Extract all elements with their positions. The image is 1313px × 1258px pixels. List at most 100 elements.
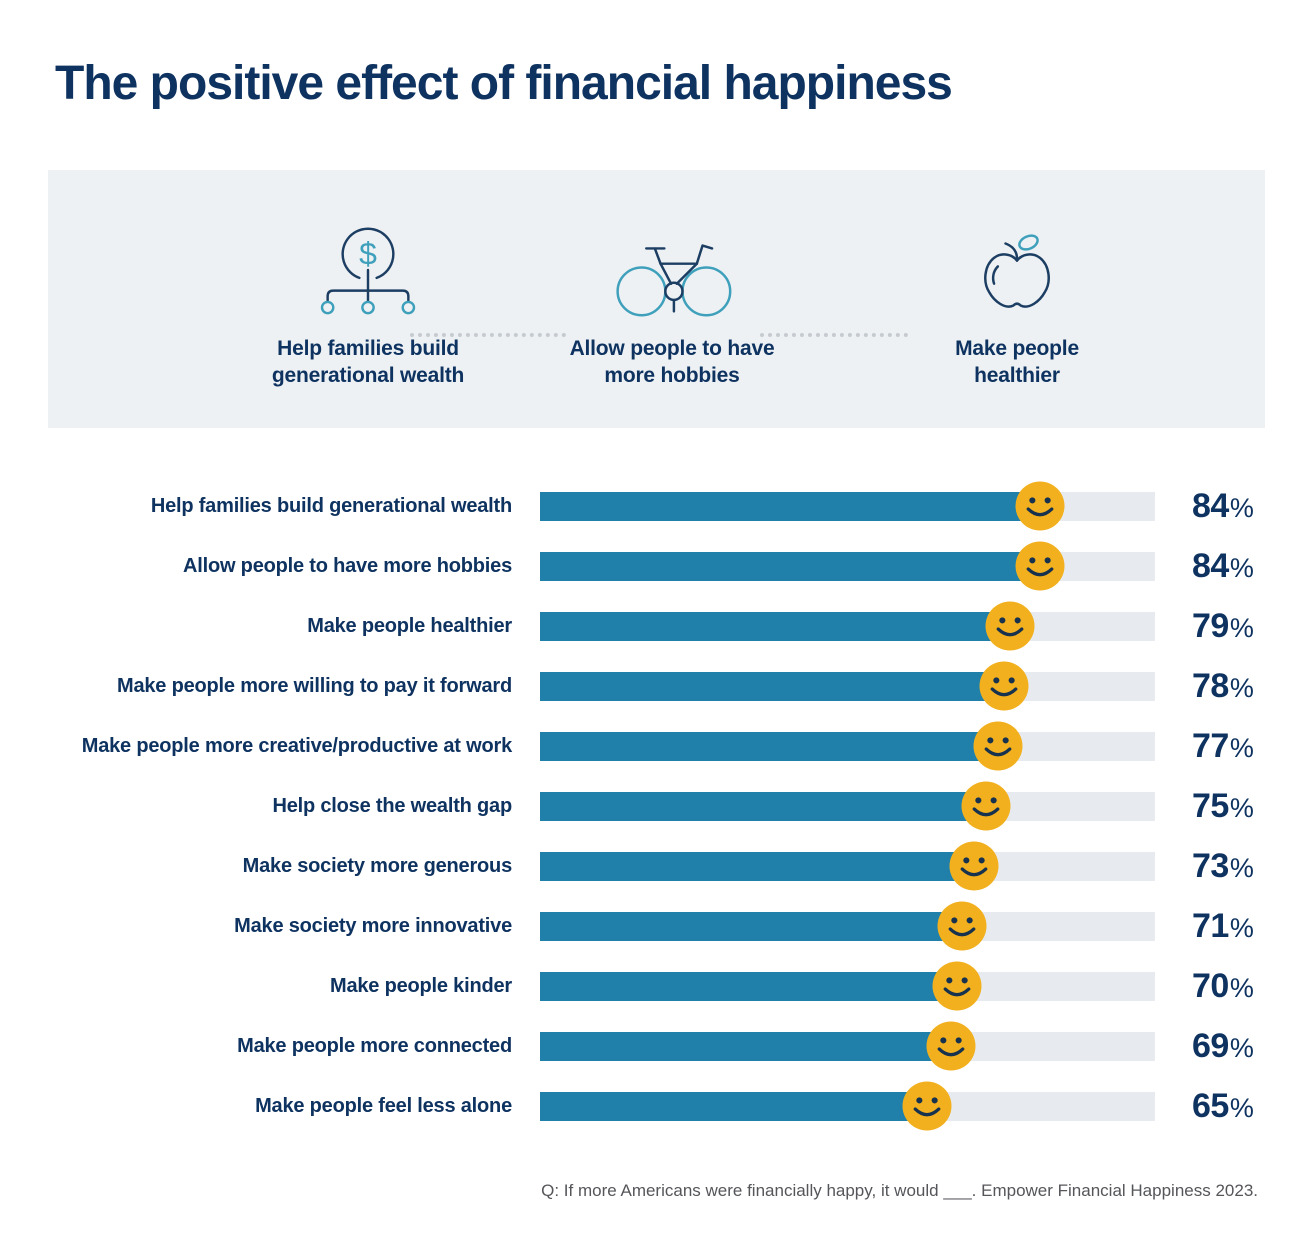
smiley-face-icon <box>902 1081 952 1131</box>
bar-fill <box>540 1031 951 1061</box>
percent-number: 78 <box>1192 666 1229 705</box>
bar-value: 75% <box>1192 787 1254 826</box>
page-title: The positive effect of financial happine… <box>55 57 953 110</box>
chart-row: Make people more creative/productive at … <box>0 716 1313 776</box>
smiley-face-icon <box>1015 541 1065 591</box>
bar-label: Help close the wealth gap <box>272 794 512 817</box>
bar-label: Make people kinder <box>329 974 512 997</box>
smiley-face-icon <box>926 1021 976 1071</box>
bar-label: Make people healthier <box>307 614 512 637</box>
percent-number: 77 <box>1192 726 1229 765</box>
smiley-face-icon <box>961 781 1011 831</box>
banner-label: Allow people to have more hobbies <box>569 337 775 387</box>
dotted-separator <box>410 333 566 337</box>
percent-number: 73 <box>1192 846 1229 885</box>
bar-label: Make society more innovative <box>234 914 512 937</box>
bar-fill <box>540 1091 927 1121</box>
bar-label: Make people more connected <box>237 1034 512 1057</box>
percent-number: 75 <box>1192 786 1229 825</box>
bar-track <box>540 1021 1155 1071</box>
chart-row: Make people more willing to pay it forwa… <box>0 656 1313 716</box>
percent-sign: % <box>1229 852 1254 883</box>
smiley-face-icon <box>973 721 1023 771</box>
chart-row: Make society more innovative 71% <box>0 896 1313 956</box>
bar-value: 79% <box>1192 607 1254 646</box>
bar-value: 73% <box>1192 847 1254 886</box>
bar-label: Make people feel less alone <box>255 1094 512 1117</box>
apple-icon <box>973 170 1061 322</box>
banner-item-healthier: Make people healthier <box>867 170 1167 428</box>
percent-sign: % <box>1229 792 1254 823</box>
percent-sign: % <box>1229 1032 1254 1063</box>
chart-row: Allow people to have more hobbies 84% <box>0 536 1313 596</box>
smiley-face-icon <box>937 901 987 951</box>
bar-value: 65% <box>1192 1087 1254 1126</box>
bar-track <box>540 1081 1155 1131</box>
bar-value: 71% <box>1192 907 1254 946</box>
smiley-face-icon <box>932 961 981 1011</box>
smiley-face-icon <box>1015 481 1065 531</box>
bar-fill <box>540 491 1040 521</box>
bar-label: Allow people to have more hobbies <box>182 554 512 577</box>
smiley-face-icon <box>949 841 999 891</box>
bar-label: Make society more generous <box>242 854 513 877</box>
bar-fill <box>540 731 999 761</box>
percent-sign: % <box>1229 552 1254 583</box>
percent-sign: % <box>1229 732 1254 763</box>
bar-value: 69% <box>1192 1027 1254 1066</box>
bar-track <box>540 901 1155 951</box>
svg-text:$: $ <box>359 235 377 271</box>
bar-fill <box>540 911 963 941</box>
chart-row: Make people feel less alone 65% <box>0 1076 1313 1136</box>
banner-item-generational-wealth: $ Help families build generational wealt… <box>218 170 518 428</box>
smiley-face-icon <box>979 661 1029 711</box>
percent-sign: % <box>1229 1092 1254 1123</box>
bar-value: 77% <box>1192 727 1254 766</box>
generational-wealth-icon: $ <box>307 170 429 322</box>
bar-track <box>540 661 1155 711</box>
highlight-banner: $ Help families build generational wealt… <box>48 170 1265 428</box>
smiley-face-icon <box>985 601 1035 651</box>
bicycle-icon <box>610 170 734 322</box>
bar-label: Help families build generational wealth <box>150 494 512 517</box>
percent-number: 69 <box>1192 1026 1229 1065</box>
chart-row: Help close the wealth gap 75% <box>0 776 1313 836</box>
dotted-separator <box>760 333 908 337</box>
bar-fill <box>540 851 975 881</box>
bar-track <box>540 841 1155 891</box>
percent-number: 65 <box>1192 1086 1229 1125</box>
percent-sign: % <box>1229 672 1254 703</box>
bar-fill <box>540 671 1005 701</box>
percent-number: 70 <box>1192 966 1229 1005</box>
bar-track <box>540 961 1155 1011</box>
banner-label: Help families build generational wealth <box>271 337 465 387</box>
chart-row: Make people more connected 69% <box>0 1016 1313 1076</box>
percent-sign: % <box>1229 912 1254 943</box>
chart-row: Make society more generous 73% <box>0 836 1313 896</box>
percent-sign: % <box>1229 492 1254 523</box>
chart-row: Make people kinder 70% <box>0 956 1313 1016</box>
chart-row: Help families build generational wealth … <box>0 476 1313 536</box>
source-footnote: Q: If more Americans were financially ha… <box>541 1181 1258 1200</box>
percent-number: 84 <box>1192 546 1229 585</box>
bar-track <box>540 721 1155 771</box>
chart-row: Make people healthier 79% <box>0 596 1313 656</box>
percent-sign: % <box>1229 612 1254 643</box>
bar-label: Make people more willing to pay it forwa… <box>117 674 512 697</box>
bar-fill <box>540 791 987 821</box>
bar-value: 78% <box>1192 667 1254 706</box>
bar-track <box>540 541 1155 591</box>
banner-label: Make people healthier <box>955 337 1079 387</box>
bar-value: 84% <box>1192 547 1254 586</box>
bar-track <box>540 781 1155 831</box>
banner-item-hobbies: Allow people to have more hobbies <box>522 170 822 428</box>
bar-fill <box>540 551 1040 581</box>
bar-value: 84% <box>1192 487 1254 526</box>
percent-sign: % <box>1229 972 1254 1003</box>
percent-number: 71 <box>1192 906 1229 945</box>
bar-track <box>540 601 1155 651</box>
percent-number: 79 <box>1192 606 1229 645</box>
percent-number: 84 <box>1192 486 1229 525</box>
bar-value: 70% <box>1192 967 1254 1006</box>
